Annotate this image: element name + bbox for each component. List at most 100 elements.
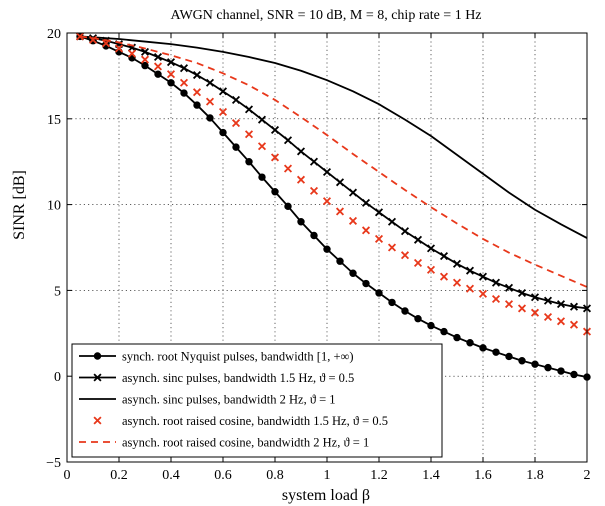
x-marker <box>270 125 280 134</box>
y-tick-label: 15 <box>47 113 61 128</box>
x-marker <box>179 78 189 87</box>
x-marker <box>270 153 280 162</box>
y-tick-label: −5 <box>46 456 61 471</box>
data-point <box>258 173 266 181</box>
x-marker <box>140 55 150 64</box>
x-marker <box>530 308 540 317</box>
x-marker <box>205 97 215 106</box>
data-point <box>374 234 384 243</box>
x-marker <box>205 78 215 87</box>
data-point <box>179 64 189 73</box>
x-marker <box>127 49 137 58</box>
x-marker <box>335 178 345 187</box>
data-point <box>93 352 102 360</box>
x-marker <box>192 88 202 97</box>
x-marker <box>218 87 228 96</box>
x-marker <box>400 227 410 236</box>
x-marker <box>296 147 306 156</box>
series-1 <box>75 32 592 313</box>
data-point <box>167 79 175 87</box>
x-tick-label: 0.6 <box>214 468 232 483</box>
y-tick-label: 5 <box>54 284 61 299</box>
x-marker <box>322 197 332 206</box>
data-point <box>166 58 176 67</box>
legend-entry: asynch. root raised cosine, bandwidth 1.… <box>93 414 388 428</box>
y-tick-label: 0 <box>54 370 61 385</box>
x-marker <box>361 198 371 207</box>
legend-label: synch. root Nyquist pulses, bandwidth [1… <box>122 350 354 364</box>
y-tick-label: 10 <box>47 199 61 214</box>
data-point <box>375 289 383 297</box>
data-point <box>426 244 436 253</box>
x-marker <box>218 107 228 116</box>
data-point <box>530 293 540 302</box>
series-4 <box>79 35 588 288</box>
legend-label: asynch. sinc pulses, bandwidth 2 Hz, ϑ =… <box>122 393 336 407</box>
data-point <box>322 197 332 206</box>
data-point <box>284 202 292 211</box>
data-point <box>361 198 371 207</box>
x-marker <box>491 294 501 304</box>
data-point <box>218 87 228 96</box>
series-0 <box>76 32 591 381</box>
legend-label: asynch. root raised cosine, bandwidth 2 … <box>122 436 369 450</box>
x-marker <box>231 119 241 128</box>
data-point <box>530 308 540 317</box>
data-point <box>557 367 565 375</box>
x-tick-label: 1.8 <box>526 468 544 483</box>
x-marker <box>387 243 397 252</box>
data-point <box>245 158 253 166</box>
legend-box <box>71 343 443 458</box>
data-point <box>154 70 162 78</box>
data-point <box>478 272 488 281</box>
data-point <box>504 283 514 292</box>
x-marker <box>452 278 462 287</box>
data-point <box>114 44 124 53</box>
data-point <box>414 315 422 323</box>
data-point <box>413 235 423 244</box>
x-marker <box>296 175 306 184</box>
data-point <box>205 97 215 106</box>
x-marker <box>166 58 176 67</box>
data-point <box>270 153 280 162</box>
x-tick-label: 1.6 <box>474 468 492 483</box>
x-marker <box>543 296 553 305</box>
x-marker <box>114 44 124 53</box>
x-tick-label: 0.2 <box>110 468 128 483</box>
y-axis-label: SINR [dB] <box>11 170 28 240</box>
data-point <box>127 49 137 58</box>
x-marker <box>93 416 102 425</box>
data-point <box>556 300 566 309</box>
data-point <box>93 416 102 425</box>
x-tick-label: 1.2 <box>370 468 388 483</box>
x-marker <box>478 289 488 298</box>
data-point <box>244 105 254 114</box>
data-point <box>141 61 149 70</box>
data-point <box>271 188 279 196</box>
data-point <box>166 70 176 79</box>
data-point <box>257 142 267 151</box>
x-tick-label: 0 <box>64 468 71 483</box>
data-point <box>180 89 188 97</box>
x-tick-label: 1.4 <box>422 468 440 483</box>
x-marker <box>153 52 163 62</box>
legend: synch. root Nyquist pulses, bandwidth [1… <box>71 343 443 458</box>
x-marker <box>153 62 163 71</box>
data-point <box>362 279 370 288</box>
x-marker <box>465 266 475 275</box>
data-point <box>413 258 423 267</box>
data-point <box>309 157 319 166</box>
x-marker <box>257 115 267 124</box>
x-marker <box>517 304 527 313</box>
x-marker <box>387 217 397 226</box>
data-point <box>544 363 552 372</box>
data-point <box>244 130 254 139</box>
x-marker <box>244 130 254 139</box>
data-point <box>569 320 579 329</box>
x-marker <box>257 142 267 151</box>
x-marker <box>517 288 527 298</box>
data-point <box>388 298 396 307</box>
legend-entry: asynch. sinc pulses, bandwidth 1.5 Hz, ϑ… <box>79 371 354 385</box>
data-point <box>231 119 241 128</box>
x-marker <box>569 302 579 311</box>
